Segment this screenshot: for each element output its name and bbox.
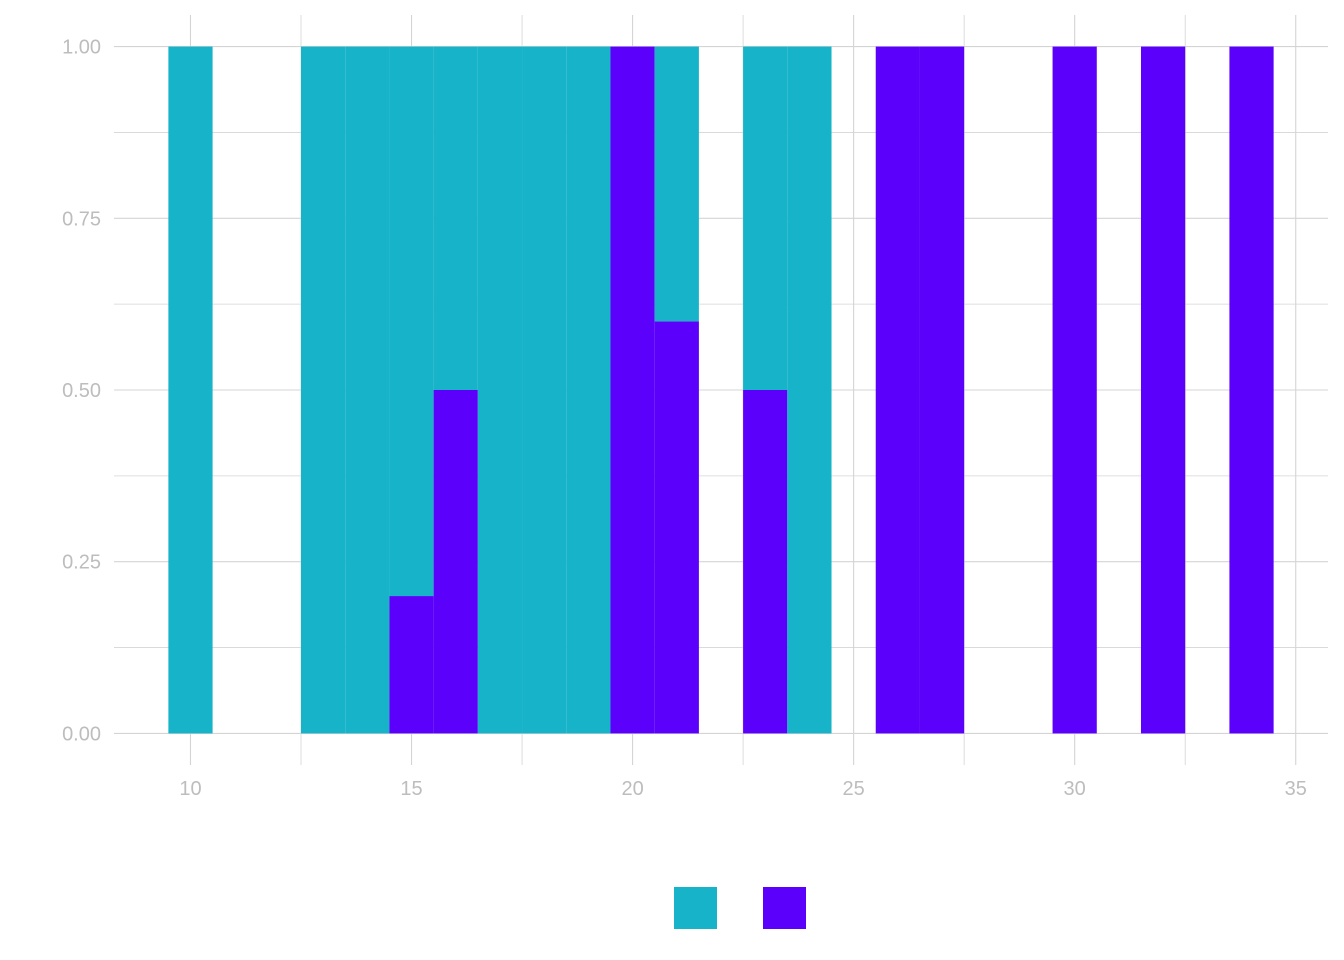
bar-series-1 <box>522 46 567 734</box>
bar-series-1 <box>477 46 523 734</box>
bar-series-2 <box>875 46 920 734</box>
bar-series-2 <box>389 596 434 734</box>
bar-series-2 <box>433 390 478 734</box>
bar-series-2 <box>919 46 965 734</box>
bar-series-2 <box>1140 46 1186 734</box>
x-tick-label: 30 <box>1064 778 1086 800</box>
y-tick-label: 0.75 <box>62 208 101 230</box>
y-tick-label: 0.50 <box>62 380 101 402</box>
legend-key-1 <box>674 887 717 929</box>
bar-series-2 <box>743 390 788 734</box>
bars <box>168 46 1274 734</box>
bar-series-1 <box>389 46 434 597</box>
bar-series-2 <box>1052 46 1097 734</box>
bar-series-2 <box>1229 46 1274 734</box>
bar-series-1 <box>654 46 699 322</box>
legend-key-2 <box>763 887 806 929</box>
legend <box>674 887 806 929</box>
x-tick-label: 25 <box>843 778 865 800</box>
bar-series-1 <box>345 46 390 734</box>
bar-series-1 <box>301 46 346 734</box>
x-tick-label: 20 <box>621 778 643 800</box>
y-axis: 0.00 0.25 0.50 0.75 1.00 <box>62 37 101 746</box>
y-tick-label: 0.00 <box>62 723 101 745</box>
y-tick-label: 0.25 <box>62 552 101 574</box>
y-tick-label: 1.00 <box>62 37 101 59</box>
bar-series-1 <box>743 46 788 390</box>
bar-series-1 <box>566 46 611 734</box>
bar-series-1 <box>433 46 478 390</box>
x-tick-label: 10 <box>179 778 201 800</box>
bar-series-2 <box>654 321 699 734</box>
x-tick-label: 35 <box>1285 778 1307 800</box>
bar-series-1 <box>168 46 213 734</box>
x-axis: 10 15 20 25 30 35 <box>179 778 1306 800</box>
bar-series-1 <box>787 46 832 734</box>
bar-series-2 <box>610 46 655 734</box>
x-tick-label: 15 <box>400 778 422 800</box>
